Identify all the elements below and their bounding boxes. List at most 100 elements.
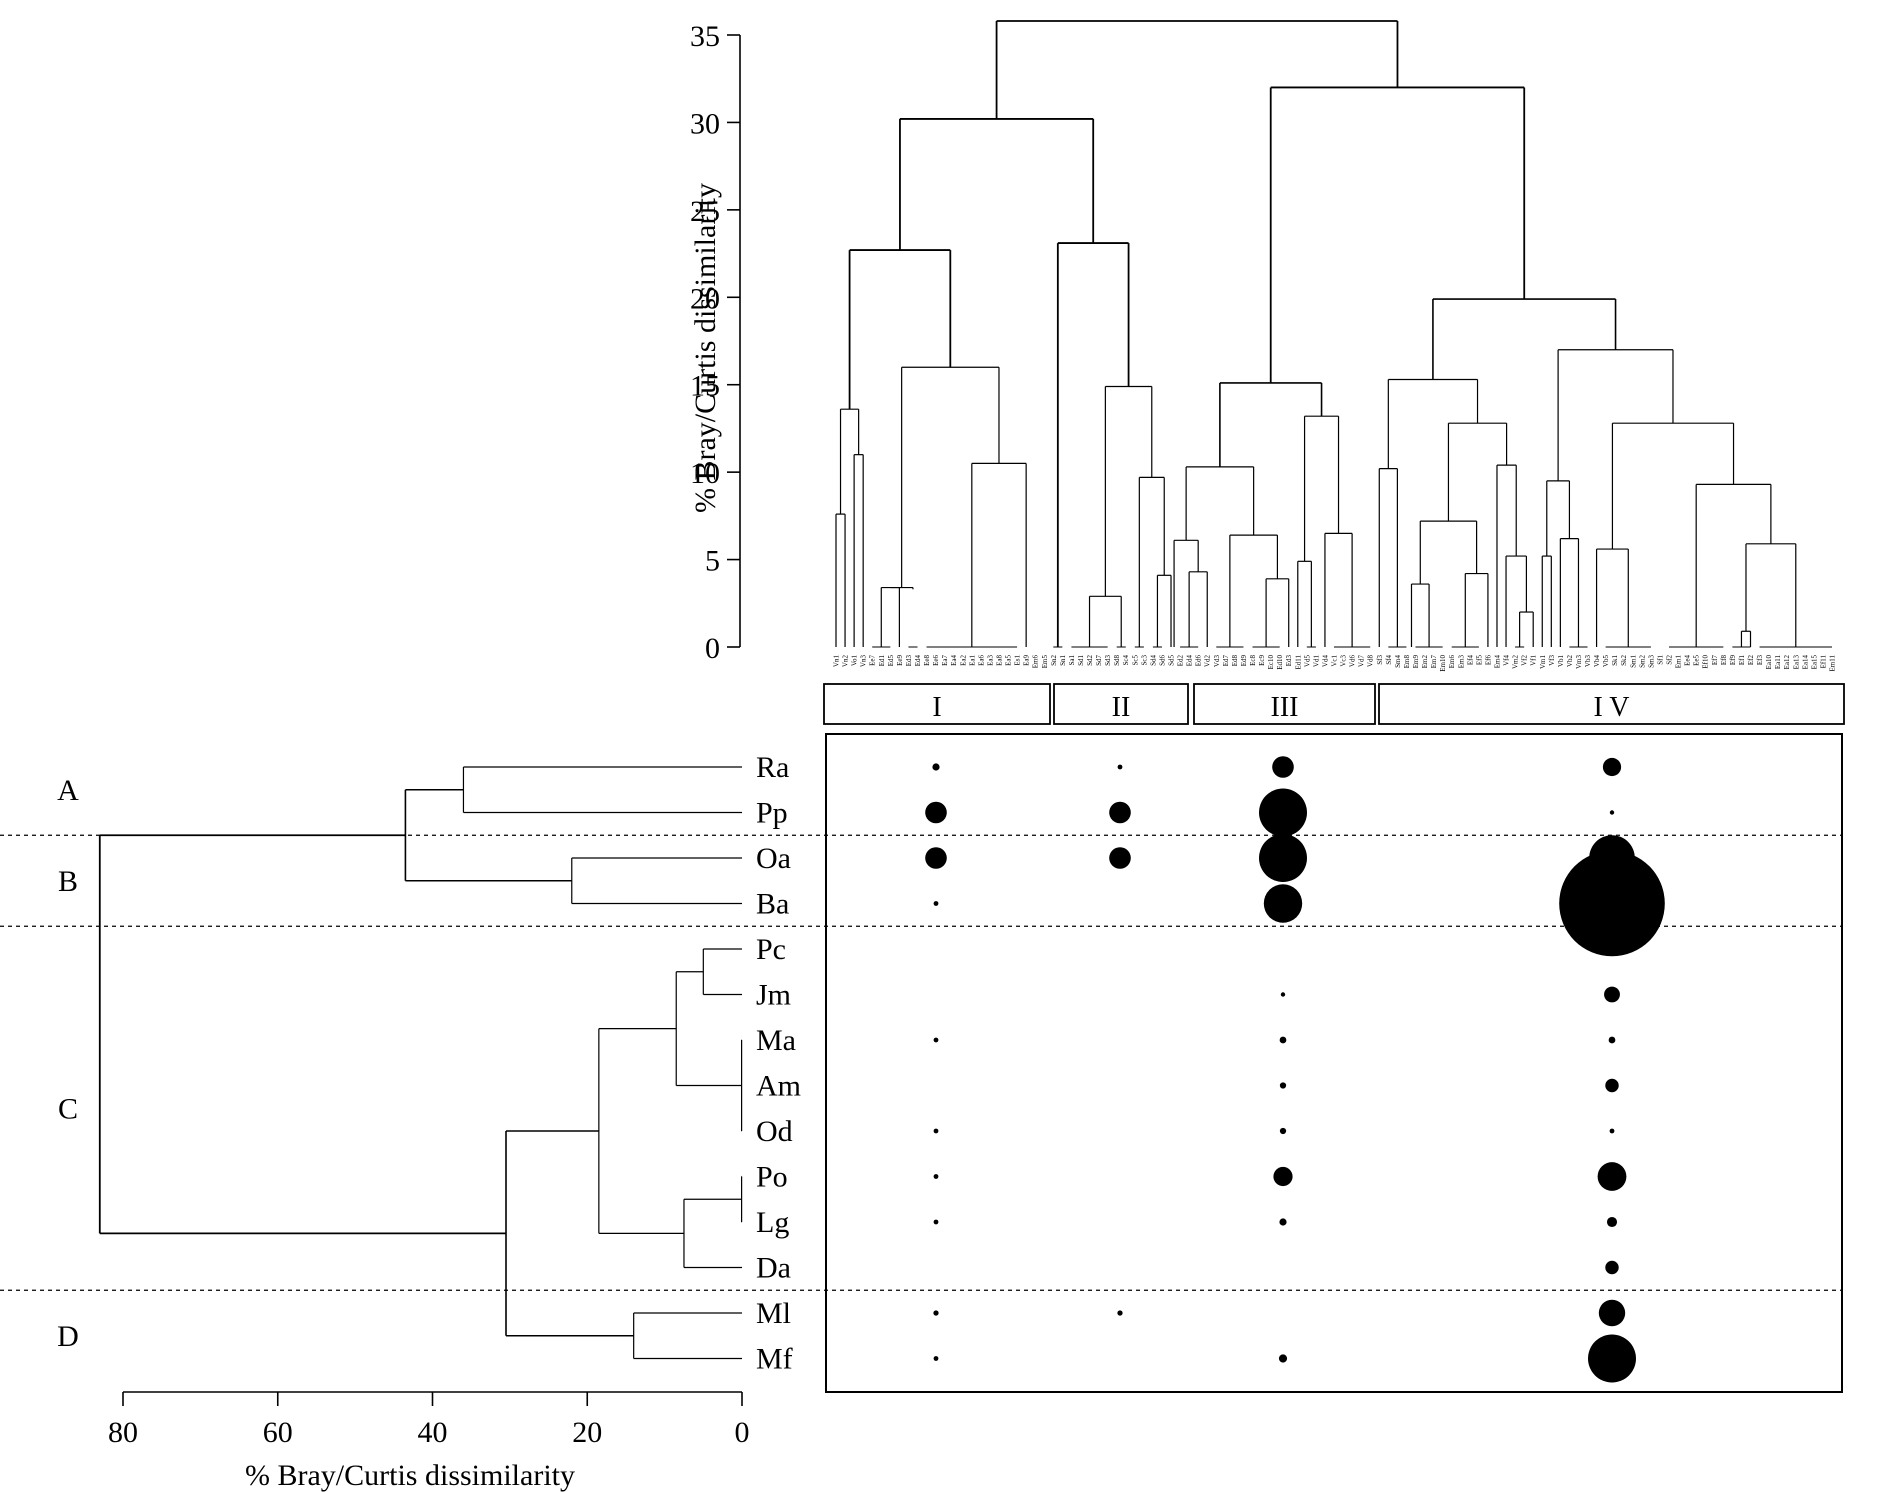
top-leaf-label: Vo1 bbox=[851, 655, 859, 667]
bubble-Ml-IV bbox=[1598, 1299, 1626, 1327]
species-group-label-D: D bbox=[57, 1320, 79, 1353]
top-leaf-label: Vb1 bbox=[1557, 655, 1565, 668]
top-leaf-label: Vf1 bbox=[1530, 655, 1538, 666]
top-leaf-label: Vb2 bbox=[1566, 655, 1574, 668]
bubble-Mf-III bbox=[1278, 1354, 1288, 1363]
top-leaf-label: Ef8 bbox=[1720, 655, 1728, 666]
species-label-Da: Da bbox=[756, 1252, 791, 1285]
top-leaf-label: Vm1 bbox=[1539, 655, 1547, 670]
top-leaf-label: Ea11 bbox=[1774, 655, 1782, 670]
top-leaf-label: Sm4 bbox=[1394, 655, 1402, 668]
top-leaf-label: Ee5 bbox=[1693, 655, 1701, 666]
top-leaf-label: Ea9 bbox=[1023, 655, 1031, 666]
top-leaf-label: Sd5 bbox=[1168, 655, 1176, 666]
bubble-Ra-I bbox=[932, 763, 940, 771]
top-leaf-label: Ef11 bbox=[1819, 655, 1827, 669]
top-leaf-label: Vn2 bbox=[842, 655, 850, 668]
top-leaf-label: Sc4 bbox=[1122, 655, 1130, 666]
top-leaf-label: Sd4 bbox=[1149, 655, 1157, 666]
top-leaf-label: Ed3 bbox=[905, 655, 913, 667]
top-leaf-label: Sf2 bbox=[1666, 655, 1674, 665]
bubble-Po-IV bbox=[1597, 1162, 1627, 1191]
bubble-Ma-I bbox=[933, 1037, 939, 1043]
bubble-Od-III bbox=[1279, 1127, 1287, 1135]
bubble-Am-IV bbox=[1605, 1078, 1619, 1093]
species-label-Pc: Pc bbox=[756, 933, 786, 966]
bubble-Ba-I bbox=[933, 901, 939, 906]
top-leaf-label: Sm3 bbox=[1647, 655, 1655, 668]
bubble-Mf-I bbox=[933, 1356, 939, 1361]
side-x-tick-label: 80 bbox=[108, 1416, 138, 1449]
species-label-Od: Od bbox=[756, 1115, 793, 1148]
top-leaf-label: Ea4 bbox=[950, 655, 958, 666]
top-leaf-label: Vm3 bbox=[1575, 655, 1583, 670]
top-leaf-label: Sm1 bbox=[1629, 655, 1637, 668]
species-label-Jm: Jm bbox=[756, 979, 791, 1012]
top-y-tick-label: 10 bbox=[690, 457, 720, 490]
top-leaf-label: Ef1 bbox=[1738, 655, 1746, 666]
species-label-Oa: Oa bbox=[756, 842, 791, 875]
top-leaf-label: Vd2 bbox=[1204, 655, 1212, 668]
top-leaf-label: Ed4 bbox=[914, 655, 922, 667]
top-leaf-label: Ea15 bbox=[1810, 655, 1818, 670]
top-leaf-label: Vd5 bbox=[1303, 655, 1311, 668]
top-leaf-label: Ee4 bbox=[1684, 655, 1692, 666]
bubble-Po-III bbox=[1273, 1166, 1293, 1187]
top-leaf-label: Vb5 bbox=[1602, 655, 1610, 668]
top-leaf-label: Ee9 bbox=[896, 655, 904, 666]
top-leaf-label: Sk1 bbox=[1611, 655, 1619, 666]
top-leaf-label: Sd8 bbox=[1113, 655, 1121, 666]
bubble-Ba-III bbox=[1263, 884, 1303, 923]
top-leaf-label: Ed9 bbox=[1240, 655, 1248, 667]
top-leaf-label: Sn1 bbox=[1059, 655, 1067, 666]
top-leaf-label: Vn3 bbox=[860, 655, 868, 668]
top-leaf-label: Ee8 bbox=[923, 655, 931, 666]
top-leaf-label: Sk2 bbox=[1620, 655, 1628, 666]
top-leaf-label: Em7 bbox=[1430, 655, 1438, 669]
top-leaf-label: Vd7 bbox=[1358, 655, 1366, 668]
bubble-Da-IV bbox=[1605, 1260, 1619, 1275]
top-leaf-label: Ee6 bbox=[932, 655, 940, 666]
top-leaf-label: Ed1 bbox=[878, 655, 886, 667]
top-leaf-label: Vc1 bbox=[1331, 655, 1339, 667]
top-y-tick-label: 35 bbox=[690, 20, 720, 53]
bubble-Po-I bbox=[933, 1174, 939, 1179]
top-leaf-label: Vd8 bbox=[1367, 655, 1375, 668]
cluster-group-box bbox=[1053, 683, 1189, 725]
top-y-tick-label: 20 bbox=[690, 282, 720, 315]
bubble-Ra-II bbox=[1117, 764, 1123, 770]
bubble-Pp-II bbox=[1109, 801, 1131, 824]
top-leaf-label: Ea10 bbox=[1765, 655, 1773, 670]
top-leaf-label: Em6 bbox=[1448, 655, 1456, 669]
top-leaf-label: Em1 bbox=[1675, 655, 1683, 669]
top-leaf-label: Ef3 bbox=[1756, 655, 1764, 666]
bubble-Ba-IV bbox=[1559, 850, 1665, 957]
top-leaf-label: Em5 bbox=[1041, 655, 1049, 669]
top-leaf-label: Ea13 bbox=[1792, 655, 1800, 670]
bubble-Jm-III bbox=[1280, 992, 1286, 997]
top-leaf-label: Sf4 bbox=[1385, 655, 1393, 665]
top-leaf-label: Vf4 bbox=[1503, 655, 1511, 666]
bubble-Pc-IV bbox=[1609, 946, 1615, 952]
top-leaf-label: Ef2 bbox=[1747, 655, 1755, 666]
top-y-tick-label: 30 bbox=[690, 107, 720, 140]
top-leaf-label: Sd6 bbox=[1158, 655, 1166, 666]
top-y-tick-label: 0 bbox=[705, 632, 720, 665]
top-leaf-label: Vf2 bbox=[1521, 655, 1529, 666]
top-leaf-label: Em2 bbox=[1421, 655, 1429, 669]
bubble-Lg-IV bbox=[1606, 1216, 1618, 1228]
top-leaf-label: Ef6 bbox=[1484, 655, 1492, 666]
top-leaf-label: Ed5 bbox=[887, 655, 895, 667]
cluster-group-box bbox=[1378, 683, 1845, 725]
top-leaf-label: Sd3 bbox=[1104, 655, 1112, 666]
cluster-group-box bbox=[823, 683, 1051, 725]
species-label-Po: Po bbox=[756, 1161, 788, 1194]
bubble-Ma-III bbox=[1279, 1036, 1287, 1044]
cluster-group-label: II bbox=[1112, 692, 1131, 723]
top-leaf-label: Em9 bbox=[1412, 655, 1420, 669]
species-label-Am: Am bbox=[756, 1070, 801, 1103]
top-leaf-label: Sc5 bbox=[1131, 655, 1139, 666]
species-group-label-B: B bbox=[58, 865, 78, 898]
top-leaf-label: Vc3 bbox=[1340, 655, 1348, 667]
